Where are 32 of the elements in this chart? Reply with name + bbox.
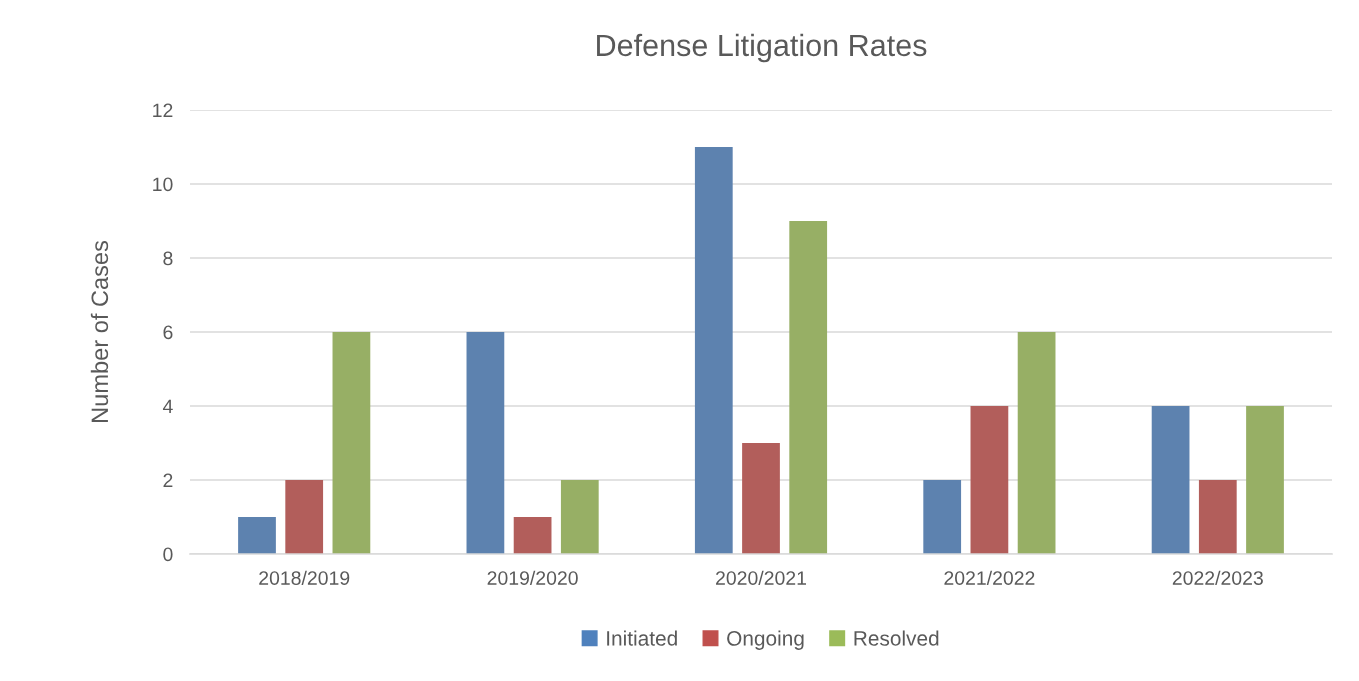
chart-title: Defense Litigation Rates	[597, 33, 927, 63]
legend-label: Resolved	[854, 630, 939, 646]
y-tick-label: 2	[163, 473, 173, 488]
bar	[694, 147, 733, 554]
y-tick-label: 8	[163, 251, 173, 266]
bar	[466, 332, 505, 554]
bar	[1198, 480, 1237, 554]
bar	[238, 517, 276, 554]
y-tick-label: 10	[153, 177, 173, 192]
bar	[560, 480, 599, 554]
y-tick-label: 4	[162, 399, 173, 414]
y-tick-label: 6	[163, 325, 173, 340]
bar	[1151, 406, 1190, 554]
legend-label: Initiated	[607, 630, 677, 646]
x-tick-label: 2020/2021	[716, 570, 807, 585]
bar	[789, 221, 828, 554]
bar	[332, 332, 371, 554]
bar	[513, 517, 552, 554]
y-axis-title: Number of Cases	[90, 240, 109, 422]
bar	[923, 480, 962, 554]
y-tick-label: 0	[163, 547, 173, 562]
bar	[970, 406, 1009, 554]
bar	[1246, 406, 1284, 554]
bar	[285, 480, 324, 554]
x-tick-label: 2019/2020	[487, 570, 578, 585]
x-tick-label: 2021/2022	[944, 570, 1035, 585]
bar	[742, 443, 780, 554]
x-tick-label: 2018/2019	[259, 570, 350, 585]
legend-label: Ongoing	[727, 630, 804, 650]
bar	[1017, 332, 1056, 554]
y-tick-label: 12	[153, 103, 173, 118]
x-tick-label: 2022/2023	[1172, 570, 1263, 585]
